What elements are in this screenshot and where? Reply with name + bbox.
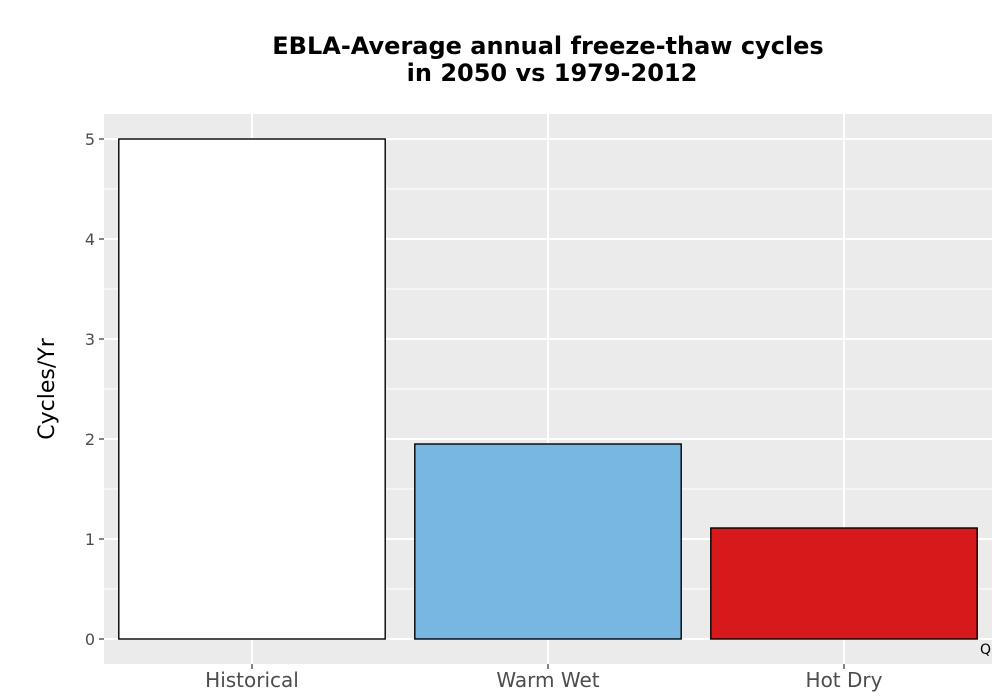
bar-hot-dry	[710, 527, 978, 640]
y-tick-label: 5	[85, 130, 95, 149]
y-tick-label: 3	[85, 330, 95, 349]
bar-historical	[118, 138, 386, 640]
x-tick-label: Hot Dry	[806, 668, 883, 692]
bars	[118, 138, 978, 640]
y-tick-label: 4	[85, 230, 95, 249]
y-tick-label: 0	[85, 630, 95, 649]
y-axis-ticks: 0 1 2 3 4 5	[85, 130, 104, 649]
caption-text: Q	[980, 642, 991, 658]
bar-warm-wet	[414, 443, 682, 640]
y-tick-label: 2	[85, 430, 95, 449]
x-tick-label: Historical	[205, 668, 299, 692]
x-tick-label: Warm Wet	[496, 668, 599, 692]
chart-title-line-2: in 2050 vs 1979-2012	[407, 59, 698, 87]
y-tick-label: 1	[85, 530, 95, 549]
y-axis-title: Cycles/Yr	[35, 337, 60, 439]
x-axis-ticks: Historical Warm Wet Hot Dry	[205, 664, 883, 692]
chart-title-line-1: EBLA-Average annual freeze-thaw cycles	[272, 32, 823, 60]
